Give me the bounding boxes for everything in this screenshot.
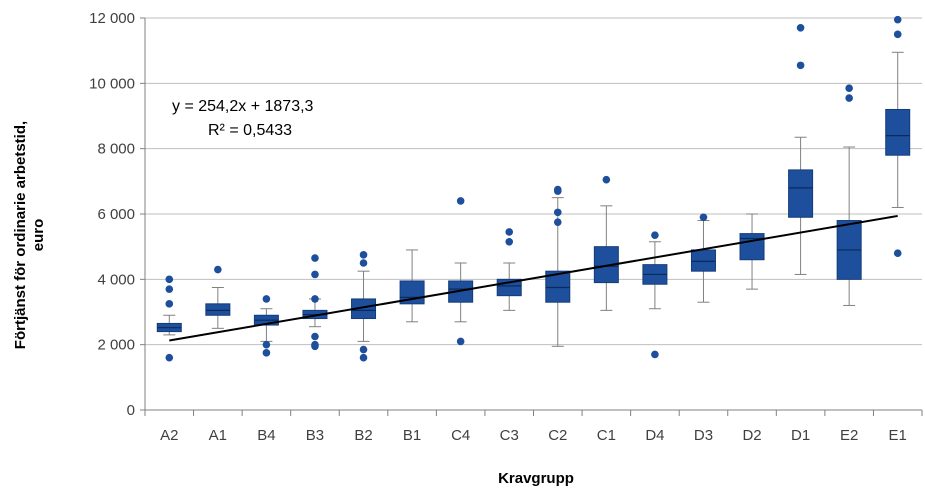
outlier-point xyxy=(553,218,562,226)
box-C3 xyxy=(496,228,522,311)
box-iqr xyxy=(690,249,716,272)
outlier-point xyxy=(311,340,319,349)
y-tick-label: 8 000 xyxy=(97,141,135,158)
box-C1 xyxy=(593,175,619,311)
outlier-point xyxy=(796,61,805,70)
y-axis-tick-labels: 0 2 000 4 000 6 000 8 000 10 000 12 000 xyxy=(89,10,145,419)
outlier-point xyxy=(165,285,174,293)
outlier-point xyxy=(505,237,514,246)
outlier-point xyxy=(796,24,805,32)
box-A2 xyxy=(156,275,182,362)
x-tick-label: E2 xyxy=(840,427,858,444)
outlier-point xyxy=(262,349,271,357)
trendline xyxy=(169,214,898,342)
box-E2 xyxy=(836,84,862,306)
x-tick-label: C2 xyxy=(548,427,567,444)
outlier-point xyxy=(359,259,368,267)
box-series xyxy=(156,15,911,362)
outlier-point xyxy=(311,270,319,279)
y-tick-label: 10 000 xyxy=(89,75,135,92)
x-tick-label: D1 xyxy=(791,427,810,444)
outlier-point xyxy=(505,228,514,236)
trendline-r-squared: R² = 0,5433 xyxy=(208,122,292,139)
box-C4 xyxy=(448,197,474,346)
outlier-point xyxy=(311,295,319,303)
box-iqr xyxy=(788,169,814,218)
outlier-point xyxy=(165,300,174,308)
outlier-point xyxy=(893,249,902,257)
y-tick-label: 2 000 xyxy=(97,337,135,354)
x-tick-label: A2 xyxy=(160,427,178,444)
box-D4 xyxy=(642,231,668,359)
box-B1 xyxy=(399,249,425,323)
box-B3 xyxy=(302,254,328,351)
x-tick-label: C1 xyxy=(597,427,616,444)
box-B2 xyxy=(351,251,377,362)
y-tick-label: 12 000 xyxy=(89,10,135,27)
outlier-point xyxy=(359,353,368,362)
box-iqr xyxy=(885,108,911,156)
outlier-point xyxy=(893,15,902,24)
y-tick-label: 4 000 xyxy=(97,271,135,288)
x-tick-label: D4 xyxy=(645,427,664,444)
y-axis-title: Förtjänst för ordinarie arbetstid, euro xyxy=(12,121,47,349)
y-tick-label: 0 xyxy=(127,402,135,419)
y-axis-title-line2: euro xyxy=(30,219,47,252)
x-tick-label: B3 xyxy=(306,427,324,444)
outlier-point xyxy=(602,175,611,184)
x-tick-label: B4 xyxy=(257,427,275,444)
outlier-point xyxy=(456,197,465,205)
outlier-point xyxy=(359,345,368,354)
y-axis-title-line1: Förtjänst för ordinarie arbetstid, xyxy=(12,121,29,349)
box-D1 xyxy=(788,24,814,275)
x-tick-label: B2 xyxy=(354,427,372,444)
x-tick-label: C4 xyxy=(451,427,470,444)
box-B4 xyxy=(253,295,279,357)
outlier-point xyxy=(699,213,708,222)
box-iqr xyxy=(205,303,231,316)
outlier-point xyxy=(456,337,465,346)
outlier-point xyxy=(165,353,174,362)
box-iqr xyxy=(739,233,765,261)
y-tick-label: 6 000 xyxy=(97,206,135,223)
x-axis: A2 A1 B4 B3 B2 B1 C4 C3 C2 C1 D4 D3 D2 D1 E2 E1 xyxy=(144,18,923,444)
outlier-point xyxy=(553,185,562,194)
x-axis-title: Kravgrupp xyxy=(498,470,574,487)
x-tick-label: E1 xyxy=(889,427,907,444)
outlier-point xyxy=(262,295,271,303)
gridlines xyxy=(145,17,922,346)
x-tick-label: D3 xyxy=(694,427,713,444)
outlier-point xyxy=(262,340,271,349)
x-tick-label: C3 xyxy=(500,427,519,444)
outlier-point xyxy=(359,251,368,259)
outlier-point xyxy=(845,84,853,93)
x-tick-label: A1 xyxy=(209,427,227,444)
outlier-point xyxy=(214,265,222,274)
box-E1 xyxy=(885,15,911,257)
box-D2 xyxy=(739,213,765,290)
outlier-point xyxy=(311,254,319,262)
outlier-point xyxy=(311,332,319,341)
outlier-point xyxy=(651,231,659,240)
x-tick-label: D2 xyxy=(742,427,761,444)
outlier-point xyxy=(893,30,902,39)
trendline-equation: y = 254,2x + 1873,3 xyxy=(172,98,314,115)
box-D3 xyxy=(690,213,716,303)
outlier-point xyxy=(553,208,562,217)
x-tick-label: B1 xyxy=(403,427,421,444)
box-C2 xyxy=(545,185,571,347)
outlier-point xyxy=(165,275,174,284)
box-A1 xyxy=(205,265,231,329)
trendline-group xyxy=(169,214,898,342)
box-iqr xyxy=(593,246,619,284)
outlier-point xyxy=(651,350,659,359)
outlier-point xyxy=(845,94,853,102)
